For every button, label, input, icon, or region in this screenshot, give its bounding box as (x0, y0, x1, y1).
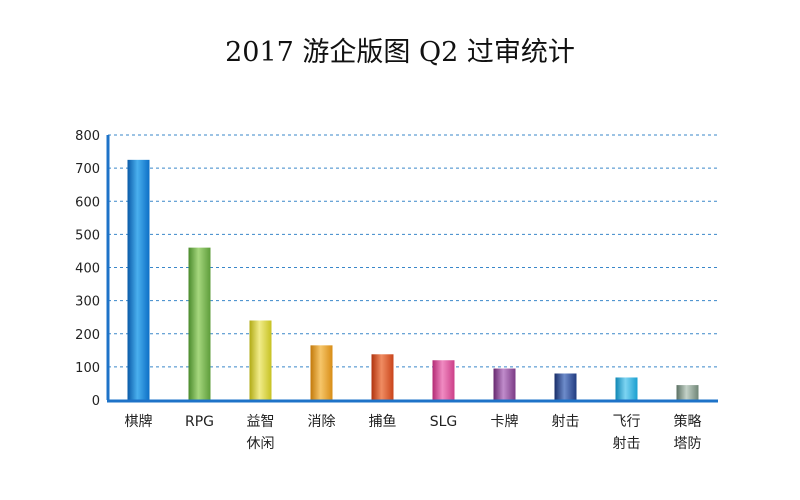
x-tick-label: 塔防 (674, 436, 702, 452)
y-tick-label: 500 (75, 228, 100, 243)
bar (250, 321, 272, 401)
y-tick-label: 400 (75, 262, 100, 277)
bar (616, 377, 638, 400)
x-tick-label: 策略 (674, 413, 702, 430)
y-tick-label: 100 (75, 361, 100, 376)
y-tick-label: 300 (75, 295, 100, 310)
y-tick-label: 0 (92, 394, 100, 409)
bar (189, 248, 211, 400)
y-tick-label: 700 (75, 162, 100, 177)
x-tick-label: RPG (185, 414, 214, 430)
x-tick-label: 射击 (613, 436, 641, 452)
x-tick-label: 益智 (247, 414, 275, 430)
bars (128, 160, 699, 400)
bar (372, 354, 394, 400)
x-tick-label: 消除 (308, 414, 336, 430)
bar (677, 385, 699, 400)
bar (128, 160, 150, 400)
y-tick-label: 800 (75, 129, 100, 144)
bar (311, 345, 333, 400)
x-tick-label: 休闲 (247, 436, 275, 452)
bar (494, 369, 516, 400)
y-tick-label: 600 (75, 195, 100, 210)
x-tick-label: 捕鱼 (369, 413, 397, 430)
y-tick-label: 200 (75, 328, 100, 343)
x-tick-label: 射击 (552, 414, 580, 430)
x-tick-label: 棋牌 (125, 413, 153, 430)
bar (555, 374, 577, 401)
x-tick-label: 卡牌 (491, 413, 519, 430)
x-tick-label: 飞行 (613, 414, 641, 430)
bar (433, 360, 455, 400)
x-tick-label: SLG (430, 414, 458, 430)
